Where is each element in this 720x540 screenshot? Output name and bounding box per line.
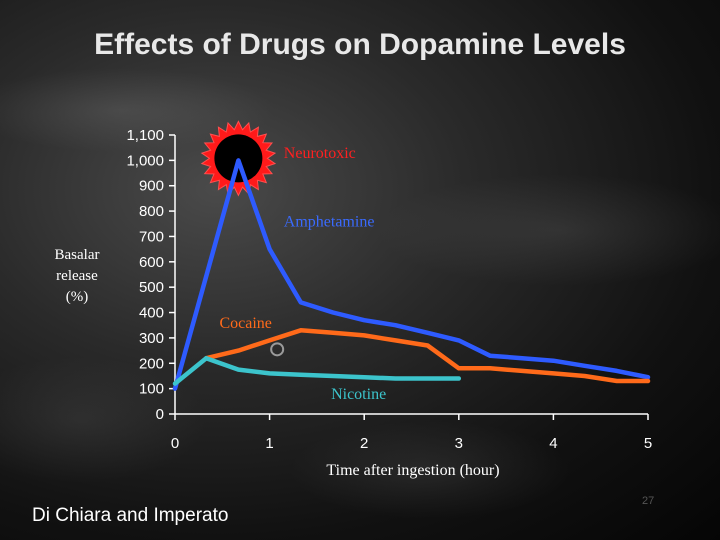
y-axis-label: Basalar release (%) — [42, 245, 112, 308]
y-axis-label-line-3: (%) — [65, 289, 89, 305]
y-tick-label: 400 — [139, 305, 164, 322]
x-axis-label: Time after ingestion (hour) — [326, 462, 500, 479]
x-tick-label: 1 — [265, 435, 273, 452]
x-tick-label: 4 — [549, 435, 557, 452]
annotation-layer: Neurotoxic Amphetamine Cocaine Nicotine — [219, 145, 386, 403]
y-tick-label: 0 — [156, 406, 164, 423]
axis-layer: 0 100 200 300 400 500 600 700 800 900 1,000 1,100 0 1… — [126, 127, 652, 452]
y-tick-label: 300 — [139, 330, 164, 347]
y-axis-label-line-2: release — [56, 268, 98, 284]
y-tick-label: 500 — [139, 279, 164, 296]
series-line-amphetamine — [172, 158, 651, 391]
series-layer — [172, 158, 651, 391]
slide-number: 27 — [642, 495, 655, 507]
marker-circle — [270, 342, 285, 357]
y-tick-label: 1,000 — [126, 152, 164, 169]
source-credit: Di Chiara and Imperato — [32, 505, 229, 526]
x-tick-label: 0 — [171, 435, 179, 452]
y-tick-label: 900 — [139, 178, 164, 195]
x-tick-label: 5 — [644, 435, 652, 452]
x-tick-label: 3 — [455, 435, 463, 452]
annotation-nicotine: Nicotine — [331, 386, 386, 403]
y-tick-label: 200 — [139, 355, 164, 372]
y-axis-label-line-1: Basalar — [54, 247, 100, 263]
y-tick-label: 700 — [139, 228, 164, 245]
y-tick-label: 600 — [139, 254, 164, 271]
y-tick-label: 1,100 — [126, 127, 164, 144]
series-line-cocaine — [203, 328, 651, 384]
series-line-nicotine — [172, 355, 462, 386]
y-tick-label: 800 — [139, 203, 164, 220]
annotation-amphetamine: Amphetamine — [284, 213, 375, 230]
annotation-cocaine: Cocaine — [219, 315, 271, 332]
x-tick-label: 2 — [360, 435, 368, 452]
chart-title: Effects of Drugs on Dopamine Levels — [94, 28, 626, 61]
annotation-neurotoxic: Neurotoxic — [284, 145, 356, 162]
y-tick-label: 100 — [139, 381, 164, 398]
